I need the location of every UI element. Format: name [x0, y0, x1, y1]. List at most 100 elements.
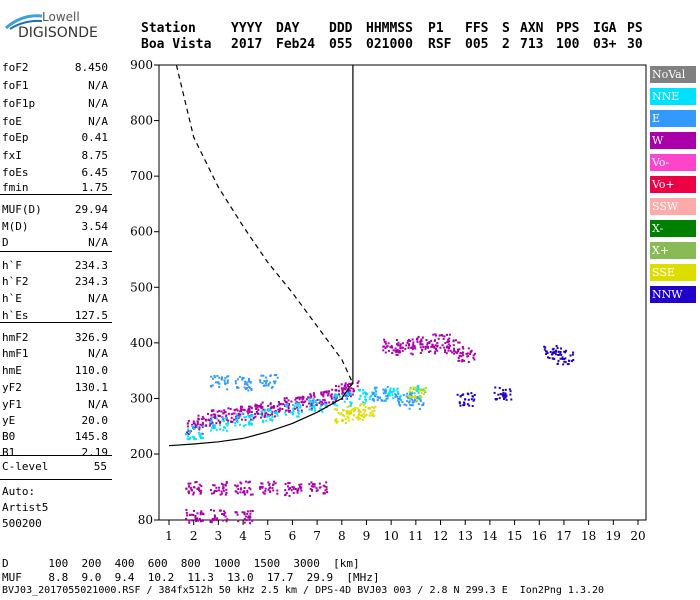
echo-point — [358, 408, 360, 411]
echo-point — [194, 514, 197, 517]
echo-point — [362, 416, 365, 419]
echo-point — [240, 488, 243, 491]
echo-point — [235, 490, 238, 493]
echo-point — [260, 407, 263, 410]
y-tick-label: 400 — [130, 336, 153, 350]
echo-point — [509, 393, 512, 396]
logo-swoosh-icon — [5, 14, 43, 30]
echo-point — [505, 394, 508, 397]
echo-point — [309, 494, 311, 497]
x-tick-label: 7 — [313, 529, 321, 543]
echo-point — [572, 351, 575, 354]
echo-point — [224, 493, 227, 496]
echo-point — [269, 381, 271, 384]
echo-point — [466, 403, 469, 406]
echo-point — [251, 510, 254, 512]
echo-point — [408, 407, 411, 410]
param-value: 234.3 — [74, 259, 108, 272]
echo-point — [365, 413, 368, 416]
echo-point — [235, 419, 238, 422]
echo-point — [227, 422, 230, 425]
echo-point — [186, 437, 189, 440]
echo-point — [226, 424, 229, 427]
echo-point — [321, 401, 324, 404]
echo-point — [461, 358, 464, 361]
echo-point — [273, 480, 275, 483]
echo-point — [233, 418, 236, 421]
y-tick-label: 900 — [130, 58, 153, 72]
echo-point — [416, 399, 419, 402]
echo-point — [425, 345, 428, 348]
echo-point — [447, 338, 450, 341]
param-row: foF1p N/A — [2, 97, 108, 112]
echo-point — [415, 388, 418, 391]
echo-point — [236, 409, 239, 412]
echo-point — [357, 410, 360, 413]
echo-point — [192, 491, 195, 494]
echo-point — [361, 418, 364, 421]
echo-point — [187, 428, 190, 431]
echo-point — [341, 389, 344, 392]
echo-point — [292, 487, 295, 490]
echo-point — [420, 391, 423, 394]
echo-point — [320, 391, 323, 394]
echo-point — [274, 374, 277, 377]
echo-point — [227, 407, 230, 410]
echo-point — [356, 385, 359, 388]
echo-point — [224, 511, 227, 514]
echo-point — [212, 427, 215, 430]
echo-point — [336, 404, 339, 407]
echo-point — [187, 422, 190, 425]
echo-point — [397, 392, 400, 395]
echo-point — [435, 334, 438, 337]
val-ddd: 055 — [329, 37, 353, 52]
echo-point — [560, 347, 562, 350]
echo-point — [271, 415, 274, 418]
echo-point — [212, 484, 215, 487]
echo-point — [201, 415, 204, 418]
echo-point — [264, 487, 267, 490]
echo-point — [350, 393, 353, 396]
param-row: M(D) 3.54 — [2, 220, 108, 235]
echo-point — [251, 414, 254, 416]
echo-point — [503, 395, 506, 397]
echo-point — [241, 405, 244, 408]
echo-point — [418, 390, 421, 393]
legend-item-e: E — [650, 110, 696, 127]
echo-point — [553, 351, 556, 354]
echo-point — [267, 384, 270, 387]
echo-point — [198, 428, 201, 431]
hdr-axn: AXN — [520, 21, 544, 36]
echo-point — [255, 405, 258, 407]
echo-point — [345, 386, 348, 389]
echo-point — [448, 346, 450, 349]
echo-point — [222, 519, 225, 522]
echo-point — [336, 395, 339, 398]
echo-point — [420, 340, 423, 343]
echo-point — [219, 424, 221, 427]
echo-point — [326, 394, 329, 397]
param-value: 326.9 — [74, 331, 108, 344]
echo-point — [297, 412, 300, 415]
echo-point — [398, 397, 400, 400]
echo-point — [284, 483, 287, 485]
echo-point — [243, 386, 246, 389]
echo-point — [263, 379, 266, 382]
echo-point — [248, 409, 251, 412]
y-tick-label: 300 — [130, 391, 153, 405]
echo-point — [254, 403, 257, 406]
echo-point — [232, 412, 235, 415]
echo-point — [260, 416, 262, 419]
y-tick-label: 600 — [130, 225, 153, 239]
echo-point — [334, 398, 337, 401]
echo-point — [394, 349, 397, 352]
echo-point — [201, 421, 204, 424]
echo-point — [358, 410, 361, 413]
echo-point — [322, 398, 325, 401]
echo-point — [236, 413, 238, 416]
echo-point — [354, 406, 357, 409]
echo-point — [194, 481, 197, 484]
echo-point — [213, 376, 216, 379]
c-level-value: 55 — [93, 460, 107, 473]
echo-point — [186, 514, 189, 517]
